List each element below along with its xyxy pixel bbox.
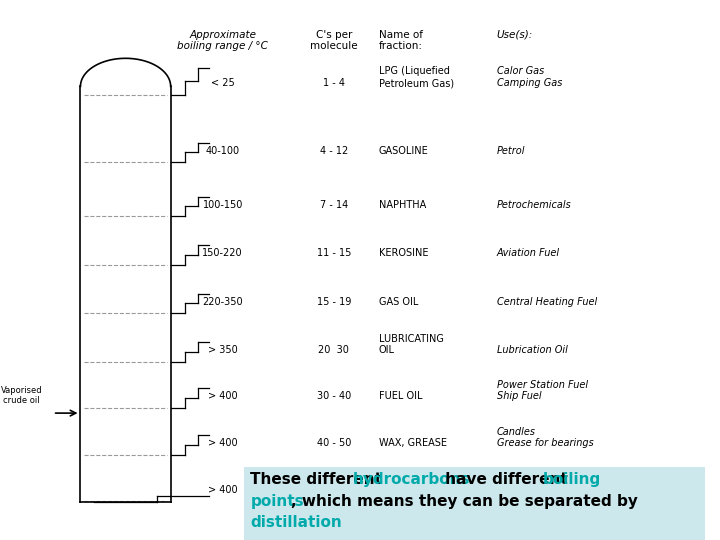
Text: > 50: > 50	[322, 484, 346, 495]
Text: < 25: < 25	[211, 78, 235, 88]
Text: have different: have different	[440, 472, 573, 487]
Text: Vaporised
crude oil: Vaporised crude oil	[1, 386, 42, 405]
Text: Name of
fraction:: Name of fraction:	[379, 30, 423, 51]
Text: LPG (Liquefied
Petroleum Gas): LPG (Liquefied Petroleum Gas)	[379, 66, 454, 88]
Text: These different: These different	[251, 472, 387, 487]
Text: 11 - 15: 11 - 15	[317, 248, 351, 258]
Text: distillation: distillation	[251, 515, 342, 530]
Text: hydrocarbons: hydrocarbons	[353, 472, 471, 487]
Text: LUBRICATING
OIL: LUBRICATING OIL	[379, 334, 444, 355]
Text: Power Station Fuel
Ship Fuel: Power Station Fuel Ship Fuel	[497, 380, 588, 401]
Text: 220-350: 220-350	[202, 296, 243, 307]
Text: 7 - 14: 7 - 14	[320, 199, 348, 210]
Text: Calor Gas
Camping Gas: Calor Gas Camping Gas	[497, 66, 562, 88]
Text: > 400: > 400	[208, 484, 238, 495]
Text: 40-100: 40-100	[206, 145, 240, 156]
Text: > 400: > 400	[208, 391, 238, 401]
Text: KEROSINE: KEROSINE	[379, 248, 428, 258]
Text: BITUMEN: BITUMEN	[379, 484, 423, 495]
FancyBboxPatch shape	[243, 467, 705, 540]
Text: 20  30: 20 30	[318, 345, 349, 355]
Text: 150-220: 150-220	[202, 248, 243, 258]
Text: WAX, GREASE: WAX, GREASE	[379, 438, 447, 448]
Text: 30 - 40: 30 - 40	[317, 391, 351, 401]
Text: Approximate
boiling range / °C: Approximate boiling range / °C	[177, 30, 268, 51]
Text: > 350: > 350	[208, 345, 238, 355]
Text: C's per
molecule: C's per molecule	[310, 30, 358, 51]
Text: Petrochemicals: Petrochemicals	[497, 199, 572, 210]
Text: GAS OIL: GAS OIL	[379, 296, 418, 307]
Text: 15 - 19: 15 - 19	[317, 296, 351, 307]
Text: Road surfaces,
Roofing: Road surfaces, Roofing	[497, 473, 569, 495]
Text: 40 - 50: 40 - 50	[317, 438, 351, 448]
Text: FUEL OIL: FUEL OIL	[379, 391, 423, 401]
Text: Central Heating Fuel: Central Heating Fuel	[497, 296, 597, 307]
Text: GASOLINE: GASOLINE	[379, 145, 428, 156]
Text: Lubrication Oil: Lubrication Oil	[497, 345, 567, 355]
Text: 4 - 12: 4 - 12	[320, 145, 348, 156]
Text: > 400: > 400	[208, 438, 238, 448]
Text: Use(s):: Use(s):	[497, 30, 533, 40]
Text: 100-150: 100-150	[202, 199, 243, 210]
Text: 1 - 4: 1 - 4	[323, 78, 345, 88]
Text: Petrol: Petrol	[497, 145, 526, 156]
Text: , which means they can be separated by: , which means they can be separated by	[291, 494, 638, 509]
Text: Aviation Fuel: Aviation Fuel	[497, 248, 560, 258]
Text: points: points	[251, 494, 304, 509]
Text: Candles
Grease for bearings: Candles Grease for bearings	[497, 427, 593, 448]
Text: NAPHTHA: NAPHTHA	[379, 199, 426, 210]
Text: boiling: boiling	[543, 472, 600, 487]
